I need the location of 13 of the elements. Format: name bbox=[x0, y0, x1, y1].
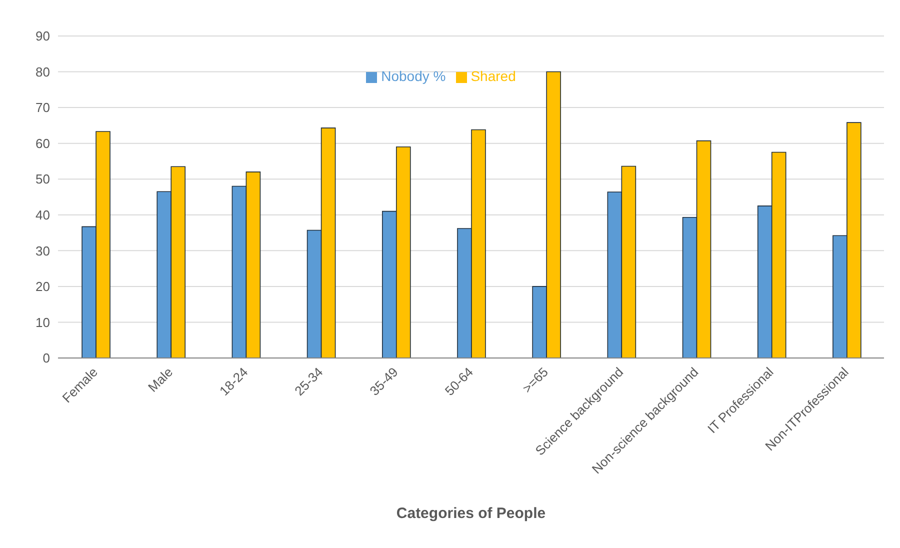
y-tick-label: 90 bbox=[36, 28, 50, 44]
y-tick-label: 70 bbox=[36, 100, 50, 116]
legend-label: Shared bbox=[470, 68, 516, 84]
y-tick-label: 20 bbox=[36, 279, 50, 294]
y-tick-label: 40 bbox=[36, 208, 50, 223]
x-axis-title: Categories of People bbox=[396, 505, 546, 522]
y-tick-label: 60 bbox=[36, 136, 50, 151]
y-tick-label: 30 bbox=[36, 243, 50, 258]
y-tick-label: 10 bbox=[36, 314, 50, 330]
y-tick-label: 50 bbox=[36, 172, 50, 187]
y-tick-label: 80 bbox=[36, 64, 50, 80]
y-tick-label: 0 bbox=[42, 350, 50, 366]
legend-label: Nobody % bbox=[381, 68, 446, 84]
